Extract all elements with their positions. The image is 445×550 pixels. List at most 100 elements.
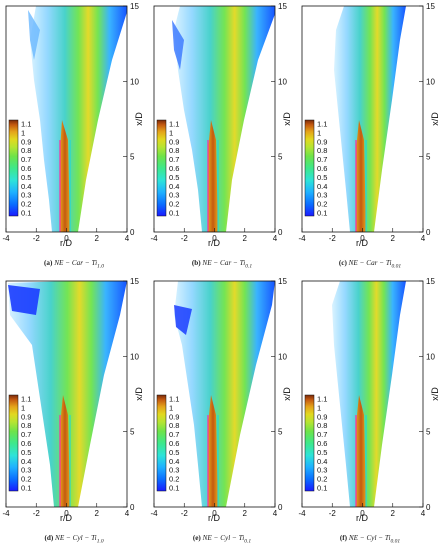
colorbar-tick-label: 1.1 [317,395,327,404]
y-tick-label: 15 [130,277,139,286]
colorbar-tick-label: 0.3 [317,191,327,200]
y-axis-label: x/D [282,112,292,126]
y-tick-label: 5 [426,153,431,162]
x-tick-label: 2 [391,509,396,518]
colorbar-tick-label: 0.8 [169,146,179,155]
x-axis-ticks: -4 -2 0 2 4 [298,503,426,518]
colorbar-tick-label: 0.9 [169,412,179,421]
x-axis-label: r/D [208,513,220,523]
x-tick-label: -4 [2,509,10,518]
x-tick-label: 4 [273,234,278,243]
colorbar-ticks: 1.110.90.80.70.60.50.40.30.20.1 [169,395,179,493]
x-tick-label: 4 [273,509,278,518]
colorbar-tick-label: 0.3 [169,466,179,475]
figure-panel-e: 1.1 1 0.9 0.8 0.7 0.6 0.5 0.4 0.3 0.2 0.1 -4 -2 0 2 4 … [148,275,296,550]
colorbar-tick-label: 0.7 [317,155,327,164]
colorbar-tick-label: 0.5 [169,173,179,182]
colorbar-tick-label: 0.5 [21,173,31,182]
x-tick-label: 0 [212,234,217,243]
plume-contour [334,6,406,232]
x-axis-ticks: -4 -2 0 2 4 [150,503,278,518]
y-axis-label: x/D [430,112,440,126]
y-tick-label: 5 [130,428,135,437]
y-axis-ticks: 0 5 10 15 [123,2,139,237]
panel-case-subscript: 1.0 [96,538,104,545]
panel-case-subscript: 0.01 [390,538,401,545]
y-tick-label: 15 [426,277,435,286]
y-tick-label: 0 [278,228,283,237]
y-tick-label: 5 [278,428,283,437]
y-axis-label: x/D [430,387,440,401]
x-tick-label: 2 [243,509,248,518]
panel-label: (b) [191,259,201,267]
eddy-blob [28,10,40,60]
x-axis-label: r/D [60,513,72,523]
colorbar-tick-label: 0.4 [21,457,31,466]
colorbar-ticks: 1.110.90.80.70.60.50.40.30.20.1 [169,120,179,218]
jet-core [356,120,366,232]
panel-label: (d) [44,534,54,542]
panel-case: NE − Cyl − Ti [55,534,97,542]
colorbar-tick-label: 0.3 [21,191,31,200]
panel-case-subscript: 0.1 [244,538,252,545]
colorbar-tick-label: 0.5 [317,173,327,182]
x-axis-label: r/D [208,238,220,248]
panel-caption: (b) NE − Car − Ti0.1 [148,259,296,269]
colorbar-tick-label: 0.9 [317,412,327,421]
y-axis-label: x/D [134,387,144,401]
eddy-blob [8,285,40,315]
panel-case: NE − Cyl − Ti [348,534,391,542]
colorbar-tick-label: 0.3 [169,191,179,200]
colorbar-tick-label: 0.6 [317,439,327,448]
x-tick-label: 0 [64,509,69,518]
y-tick-label: 10 [278,77,287,86]
colorbar-tick-label: 0.1 [317,209,327,218]
colorbar-tick-label: 0.2 [317,475,327,484]
panel-case-subscript: 1.0 [97,263,104,270]
colorbar-tick-label: 1.1 [21,120,31,129]
x-tick-label: -2 [33,509,41,518]
x-tick-label: -4 [2,234,10,243]
colorbar-tick-label: 0.1 [21,209,31,218]
y-tick-label: 15 [426,2,435,11]
colorbar-tick-label: 0.6 [169,164,179,173]
colorbar [8,119,19,217]
plume-contour [332,281,406,507]
colorbar-tick-label: 0.3 [317,466,327,475]
y-axis-ticks: 0 5 10 15 [271,2,287,237]
colorbar-tick-label: 0.8 [169,421,179,430]
x-axis-ticks: -4 -2 0 2 4 [298,228,426,243]
panel-caption: (c) NE − Car − Ti0.01 [296,259,444,269]
jet-core [208,120,218,232]
y-tick-label: 0 [130,228,135,237]
colorbar [156,119,167,217]
y-tick-label: 15 [278,277,287,286]
colorbar-tick-label: 0.1 [169,484,179,493]
panel-label: (a) [44,259,53,267]
colorbar [8,394,19,492]
x-tick-label: -2 [181,509,189,518]
y-tick-label: 10 [278,352,287,361]
x-axis-ticks: -4 -2 0 2 4 [2,228,130,243]
jet-core [60,120,70,232]
y-tick-label: 10 [426,77,435,86]
x-tick-label: -2 [181,234,189,243]
x-tick-label: 2 [95,234,100,243]
colorbar-tick-label: 0.2 [169,200,179,209]
colorbar-tick-label: 1 [169,403,173,412]
x-tick-label: 2 [391,234,396,243]
x-tick-label: -2 [329,509,337,518]
eddy-blob [172,20,184,70]
colorbar-tick-label: 0.7 [317,430,327,439]
colorbar-tick-label: 0.9 [317,137,327,146]
x-axis-label: r/D [60,238,72,248]
colorbar-tick-label: 1 [317,403,321,412]
panel-caption: (e) NE − Cyl − Ti0.1 [148,534,296,544]
figure-panel-c: 1.1 1 0.9 0.8 0.7 0.6 0.5 0.4 0.3 0.2 0.1 -4 -2 0 2 4 … [296,0,444,275]
x-tick-label: 4 [125,234,130,243]
colorbar-tick-label: 0.1 [317,484,327,493]
x-axis-ticks: -4 -2 0 2 4 [150,228,278,243]
colorbar-tick-label: 0.6 [169,439,179,448]
x-tick-label: 2 [95,509,100,518]
colorbar-tick-label: 0.3 [21,466,31,475]
